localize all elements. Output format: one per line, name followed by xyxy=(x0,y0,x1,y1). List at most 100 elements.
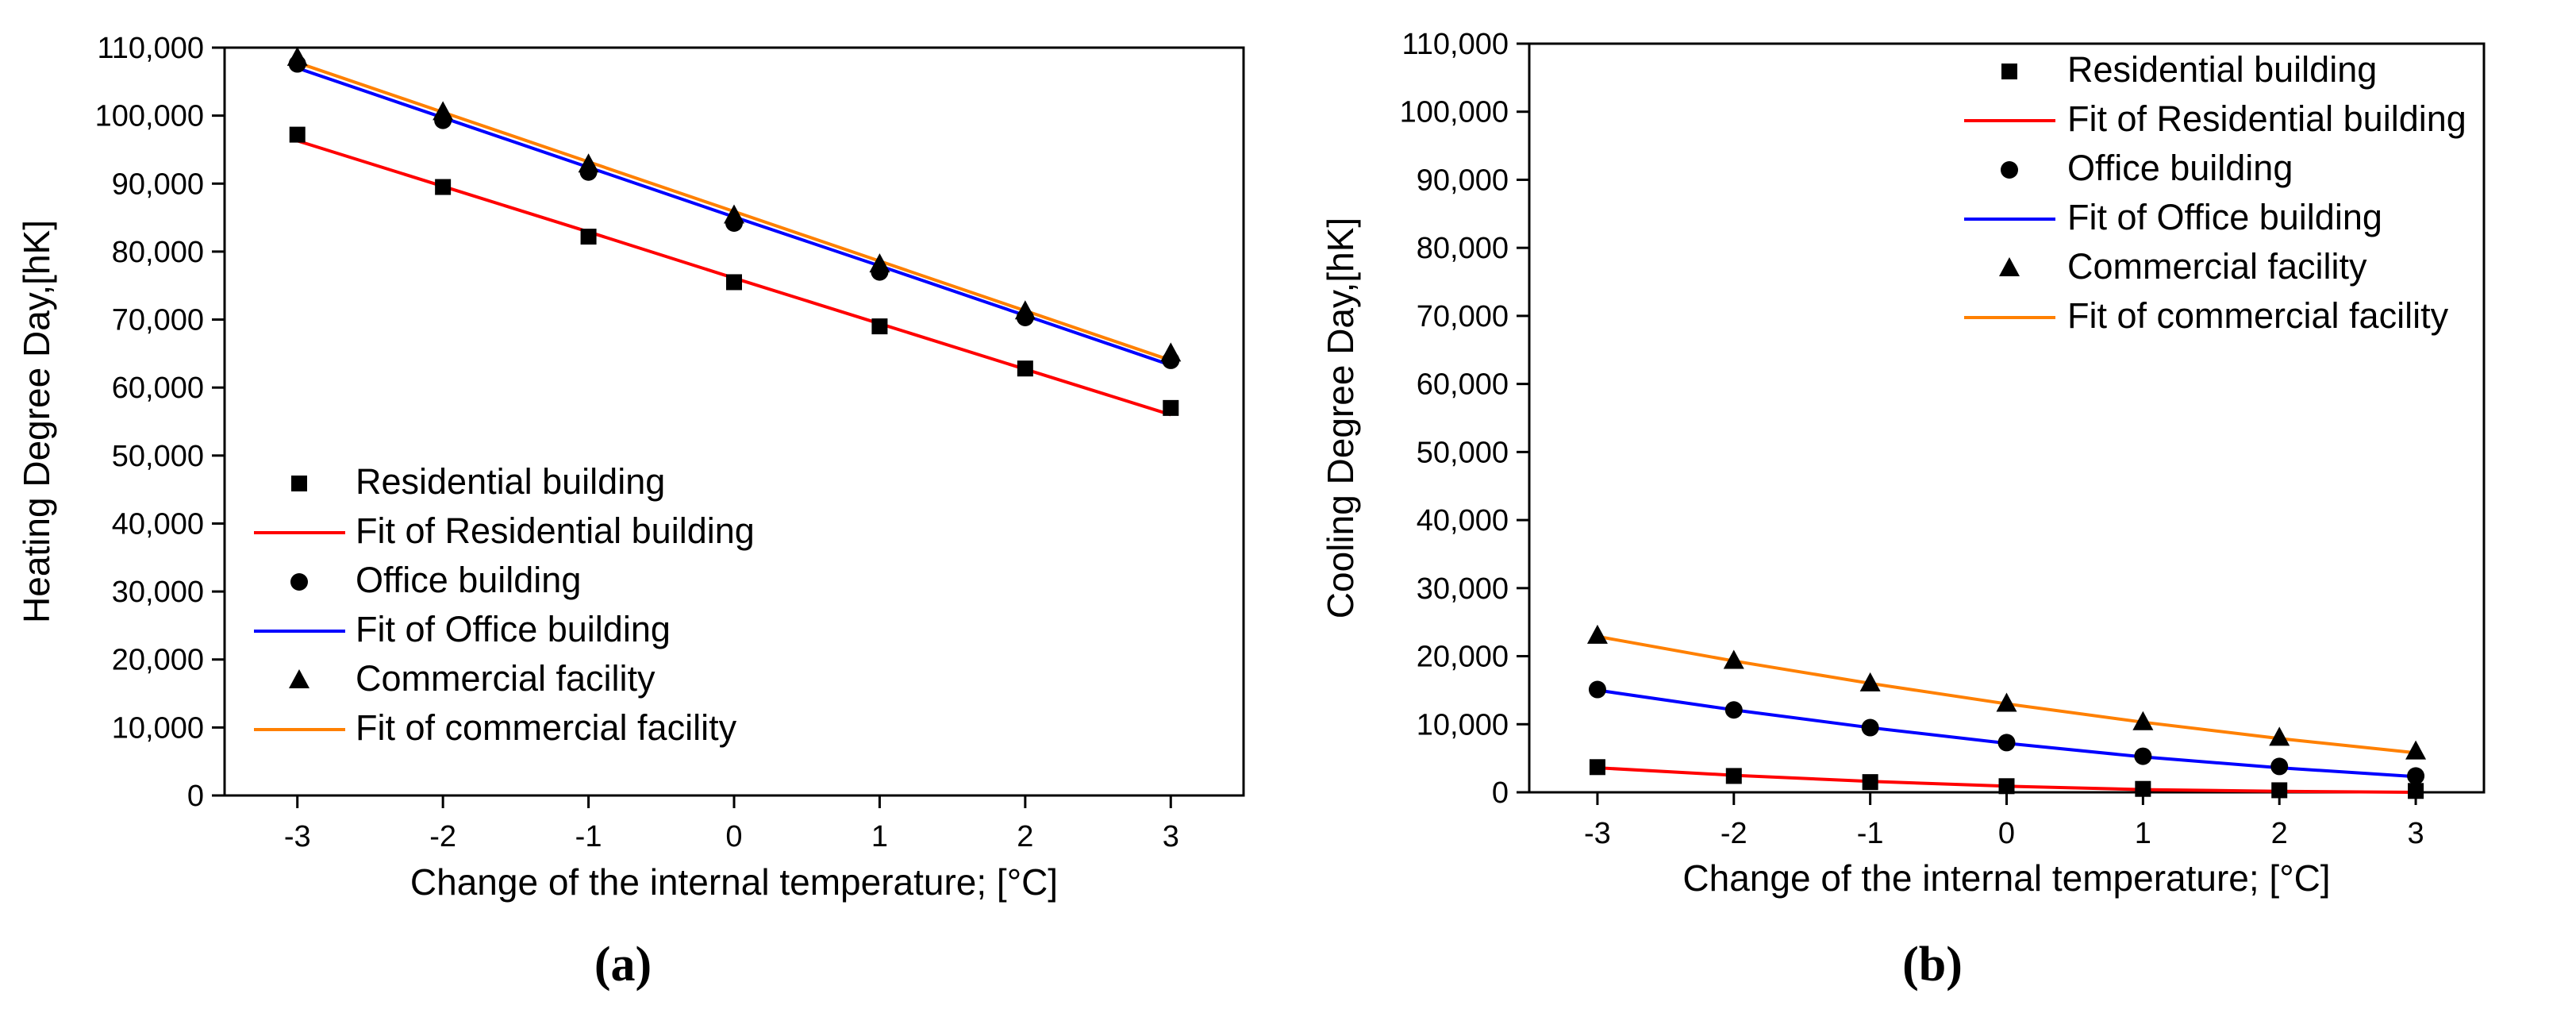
legend-marker-residential xyxy=(291,476,307,491)
y-tick-label: 40,000 xyxy=(112,507,204,541)
data-point-residential xyxy=(2135,780,2151,797)
legend-fit-label-residential: Fit of Residential building xyxy=(356,510,755,551)
y-tick-label: 90,000 xyxy=(112,168,204,201)
legend-label-residential: Residential building xyxy=(2067,49,2377,90)
data-point-commercial xyxy=(1014,300,1036,320)
x-tick-label: 3 xyxy=(2408,817,2424,850)
legend-fit-label-commercial: Fit of commercial facility xyxy=(2067,295,2449,336)
data-point-residential xyxy=(1017,360,1033,377)
data-point-commercial xyxy=(1586,624,1608,644)
x-tick-label: -3 xyxy=(1584,817,1611,850)
x-tick-label: -2 xyxy=(1721,817,1747,850)
data-point-residential xyxy=(289,126,306,143)
plot-frame xyxy=(1528,42,2486,794)
legend-label-office: Office building xyxy=(356,560,581,600)
y-tick-label: 60,000 xyxy=(112,372,204,405)
y-tick-label: 60,000 xyxy=(1417,368,1509,402)
legend-fit-label-office: Fit of Office building xyxy=(2067,197,2382,237)
x-tick-label: -1 xyxy=(1857,817,1884,850)
panel-label: (b) xyxy=(1902,938,1963,992)
y-tick-label: 0 xyxy=(187,780,204,813)
y-tick-label: 80,000 xyxy=(1417,232,1509,265)
data-point-residential xyxy=(2271,782,2288,799)
data-point-residential xyxy=(1163,399,1179,416)
legend-fit-label-office: Fit of Office building xyxy=(356,609,671,649)
x-tick-label: 3 xyxy=(1163,820,1179,853)
data-point-commercial xyxy=(578,153,599,173)
data-point-residential xyxy=(435,179,452,195)
y-axis-label: Cooling Degree Day,[hK] xyxy=(1320,218,1361,618)
data-point-commercial xyxy=(2269,726,2290,746)
y-tick-label: 110,000 xyxy=(1401,28,1509,61)
legend-marker-commercial xyxy=(1999,257,2020,276)
data-point-office xyxy=(2407,767,2425,785)
x-tick-label: 0 xyxy=(1998,817,2015,850)
data-point-commercial xyxy=(2132,711,2154,730)
legend-label-office: Office building xyxy=(2067,148,2293,188)
data-point-commercial xyxy=(1996,692,2017,712)
data-point-residential xyxy=(871,318,888,335)
legend-label-commercial: Commercial facility xyxy=(2067,246,2367,287)
data-point-residential xyxy=(1998,778,2015,795)
y-tick-label: 20,000 xyxy=(1417,641,1509,674)
x-tick-label: 2 xyxy=(2271,817,2288,850)
y-tick-label: 50,000 xyxy=(112,440,204,473)
data-point-residential xyxy=(580,229,597,245)
y-tick-label: 70,000 xyxy=(1417,300,1509,333)
x-tick-label: 2 xyxy=(1017,820,1033,853)
chart-panel-b: 0 10,000 20,000 30,000 40,000 50,000 60,000 70,… xyxy=(1320,28,2486,992)
data-point-office xyxy=(1861,718,1879,737)
x-axis-label: Change of the internal temperature; [°C] xyxy=(410,861,1058,903)
x-tick-label: 1 xyxy=(2135,817,2151,850)
data-point-commercial xyxy=(433,101,454,121)
x-tick-label: -1 xyxy=(575,820,602,853)
chart-panel-a: 0 10,000 20,000 30,000 40,000 50,000 60,000 70,… xyxy=(16,32,1245,992)
legend-marker-residential xyxy=(2001,64,2017,79)
data-point-residential xyxy=(1589,759,1605,776)
y-tick-label: 10,000 xyxy=(112,711,204,745)
x-axis-label: Change of the internal temperature; [°C] xyxy=(1682,857,2330,899)
data-point-office xyxy=(2270,757,2289,776)
data-point-residential xyxy=(1725,768,1742,784)
y-tick-label: 100,000 xyxy=(1400,96,1509,129)
legend-label-commercial: Commercial facility xyxy=(356,658,656,699)
data-point-office xyxy=(1997,734,2016,752)
legend-marker-commercial xyxy=(289,669,310,688)
data-point-residential xyxy=(2408,783,2424,799)
y-tick-label: 100,000 xyxy=(95,100,204,133)
y-tick-label: 10,000 xyxy=(1417,708,1509,741)
x-tick-label: 0 xyxy=(725,820,742,853)
y-tick-label: 80,000 xyxy=(112,236,204,269)
y-tick-label: 70,000 xyxy=(112,304,204,337)
data-point-commercial xyxy=(2405,740,2427,760)
y-tick-label: 30,000 xyxy=(112,576,204,609)
data-point-office xyxy=(2134,747,2152,765)
data-point-commercial xyxy=(1160,342,1182,362)
data-point-commercial xyxy=(869,253,890,273)
data-point-office xyxy=(1588,680,1606,699)
y-tick-label: 110,000 xyxy=(97,32,204,65)
y-tick-label: 90,000 xyxy=(1417,164,1509,197)
panel-label: (a) xyxy=(594,938,652,992)
legend-label-residential: Residential building xyxy=(356,461,665,502)
legend-fit-label-commercial: Fit of commercial facility xyxy=(356,707,737,748)
data-point-office xyxy=(1724,701,1743,719)
data-point-commercial xyxy=(1859,672,1881,691)
x-tick-label: 1 xyxy=(871,820,888,853)
data-point-commercial xyxy=(1723,649,1744,669)
legend-marker-office xyxy=(290,573,308,591)
y-tick-label: 50,000 xyxy=(1417,436,1509,469)
data-point-commercial xyxy=(724,204,744,224)
y-tick-label: 40,000 xyxy=(1417,504,1509,537)
y-tick-label: 20,000 xyxy=(112,644,204,677)
legend-fit-label-residential: Fit of Residential building xyxy=(2067,98,2466,139)
data-point-commercial xyxy=(286,46,308,66)
x-tick-label: -2 xyxy=(429,820,456,853)
y-axis-label: Heating Degree Day,[hK] xyxy=(16,220,57,623)
legend-marker-office xyxy=(2001,161,2018,179)
y-tick-label: 30,000 xyxy=(1417,572,1509,606)
data-point-residential xyxy=(1862,774,1878,791)
y-tick-label: 0 xyxy=(1492,776,1509,810)
x-tick-label: -3 xyxy=(284,820,311,853)
